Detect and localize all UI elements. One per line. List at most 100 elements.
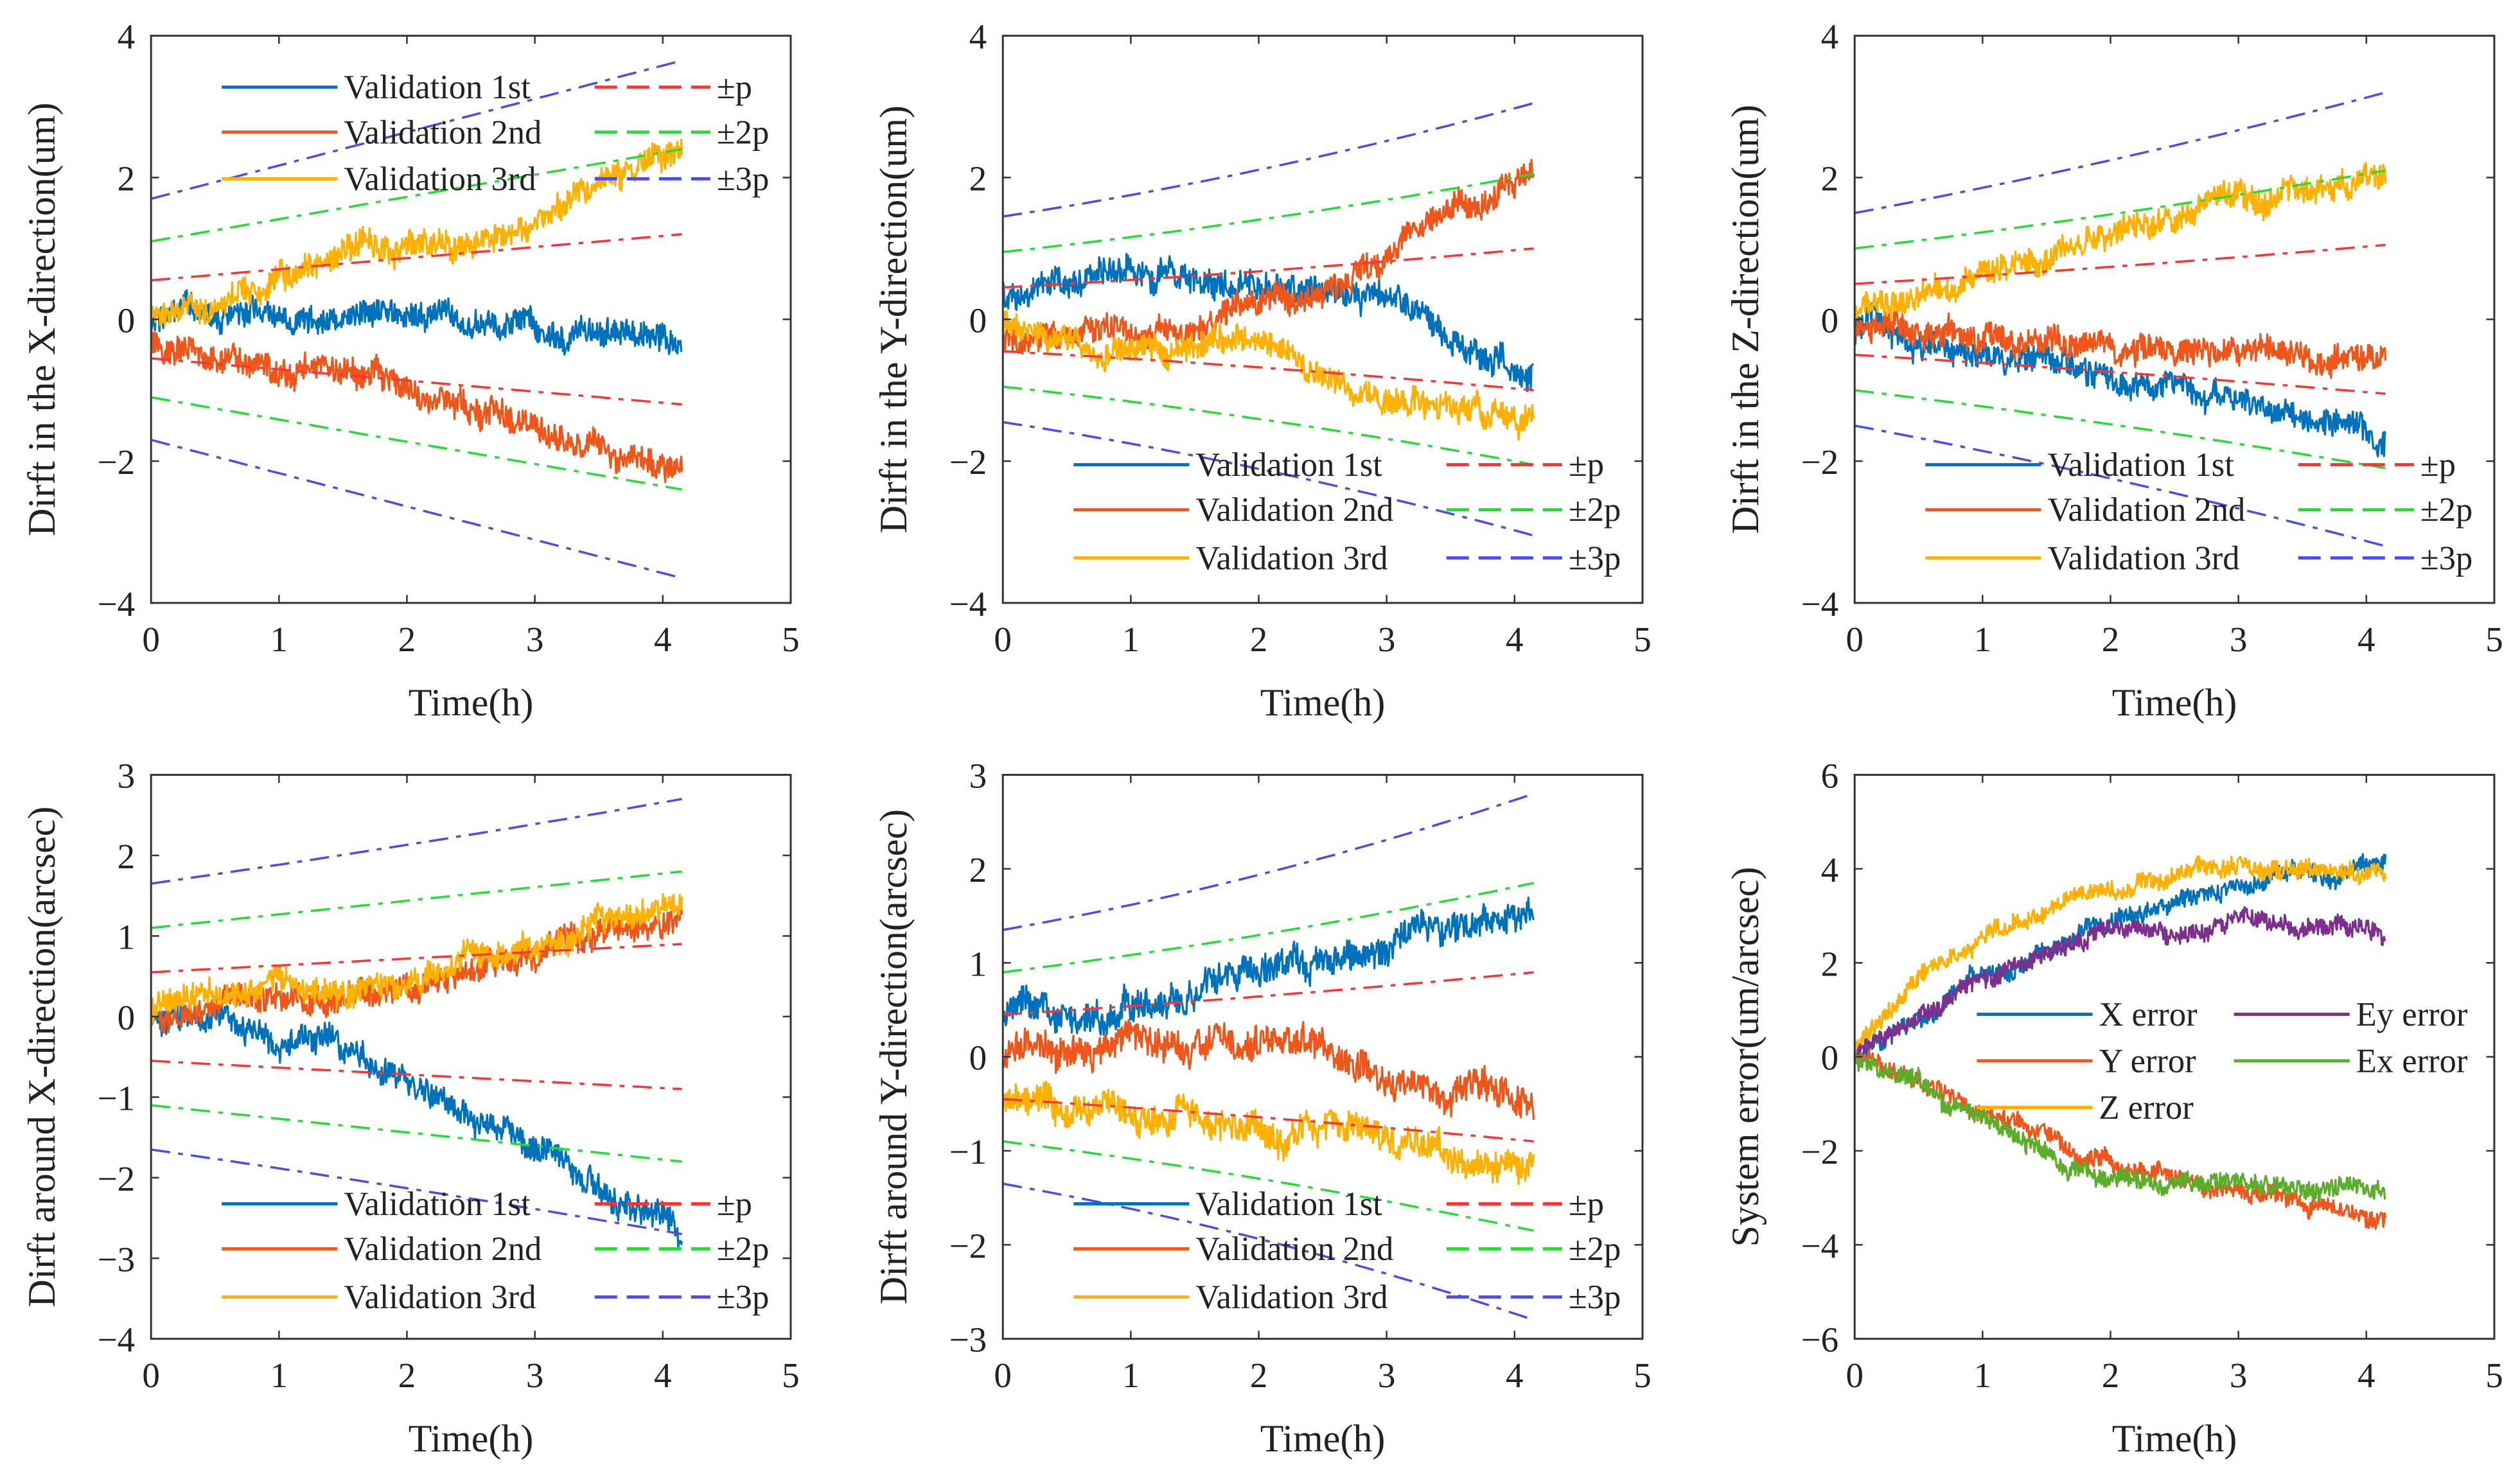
y-axis-label: Dirft in the X-direction(um) bbox=[20, 103, 63, 536]
bound-line-lower-1 bbox=[151, 1060, 682, 1090]
bound-line-upper-1 bbox=[151, 943, 682, 974]
y-axis-label: Dirft around X-direction(arcsec) bbox=[20, 807, 63, 1308]
legend-bound-label: ±2p bbox=[2420, 491, 2472, 529]
y-tick-label: 2 bbox=[969, 850, 987, 889]
series-line-3 bbox=[1855, 161, 2387, 320]
legend-series-label: Validation 1st bbox=[1195, 446, 1382, 484]
bound-line-upper-2 bbox=[1003, 882, 1534, 974]
legend-series-label: Validation 3rd bbox=[1195, 1279, 1388, 1316]
bound-line-upper-1 bbox=[1003, 247, 1534, 289]
bound-line-upper-3 bbox=[1003, 101, 1535, 218]
x-axis-label: Time(h) bbox=[1260, 1417, 1386, 1460]
y-tick-label: −2 bbox=[949, 442, 987, 482]
subplot-2: 0 1 2 3 4 5 −4 −2 0 2 4 Time(h) Dirft in the Y-direc… bbox=[872, 17, 1652, 724]
x-tick-label: 4 bbox=[654, 1356, 672, 1395]
y-tick-label: 2 bbox=[118, 837, 136, 876]
bound-line-lower-1 bbox=[1855, 353, 2386, 395]
legend-series-label: X error bbox=[2099, 996, 2198, 1033]
x-axis-label: Time(h) bbox=[409, 681, 534, 724]
y-tick-label: 0 bbox=[969, 301, 987, 340]
legend-bound-label: ±p bbox=[1569, 1186, 1604, 1223]
y-tick-label: −2 bbox=[1801, 1132, 1839, 1171]
bound-line-lower-1 bbox=[1003, 1098, 1534, 1142]
legend: Validation 1st Validation 2nd Validation 3… bbox=[1925, 446, 2472, 577]
bound-line-upper-1 bbox=[1003, 971, 1534, 1016]
y-tick-label: −4 bbox=[1801, 1226, 1839, 1265]
legend-bound-label: ±2p bbox=[717, 114, 769, 151]
x-tick-label: 4 bbox=[1506, 1356, 1524, 1395]
x-tick-label: 0 bbox=[142, 620, 160, 659]
legend: Validation 1st Validation 2nd Validation 3… bbox=[1073, 1186, 1621, 1316]
x-tick-label: 3 bbox=[2230, 620, 2248, 659]
series-line-4 bbox=[1855, 906, 2386, 1064]
y-tick-label: 2 bbox=[1821, 159, 1839, 198]
subplot-1: 0 1 2 3 4 5 −4 −2 0 2 4 Time(h) Dirft in the X-direc… bbox=[20, 17, 800, 724]
y-tick-label: 2 bbox=[969, 159, 987, 198]
legend-series-label: Z error bbox=[2099, 1089, 2194, 1126]
legend-series-label: Validation 1st bbox=[344, 1186, 531, 1223]
x-tick-label: 5 bbox=[2485, 620, 2503, 659]
bound-line-lower-2 bbox=[151, 1104, 682, 1163]
bound-line-lower-1 bbox=[151, 357, 682, 406]
legend-bound-label: ±p bbox=[1569, 446, 1604, 484]
y-tick-label: 0 bbox=[969, 1038, 987, 1078]
y-tick-label: 1 bbox=[969, 944, 987, 983]
bound-line-lower-2 bbox=[1855, 389, 2386, 469]
y-tick-label: −3 bbox=[949, 1320, 987, 1360]
legend-bound-label: ±3p bbox=[717, 1279, 769, 1316]
series-line-2 bbox=[1003, 159, 1535, 355]
x-tick-label: 2 bbox=[398, 620, 416, 659]
y-tick-label: −1 bbox=[949, 1132, 987, 1171]
bound-line-lower-3 bbox=[151, 1148, 682, 1236]
x-tick-label: 2 bbox=[2102, 620, 2120, 659]
x-tick-label: 5 bbox=[782, 1356, 800, 1395]
bound-line-lower-3 bbox=[1003, 421, 1535, 537]
legend-bound-label: ±3p bbox=[1569, 539, 1621, 577]
x-tick-label: 2 bbox=[1250, 1356, 1268, 1395]
series-line-5 bbox=[1855, 1051, 2386, 1202]
x-axis-label: Time(h) bbox=[2112, 681, 2237, 724]
x-tick-label: 0 bbox=[142, 1356, 160, 1395]
y-tick-label: −4 bbox=[98, 584, 136, 624]
bound-line-upper-2 bbox=[1003, 173, 1534, 254]
bound-line-upper-1 bbox=[151, 232, 682, 282]
y-tick-label: 4 bbox=[1821, 850, 1839, 889]
subplot-6: 0 1 2 3 4 5 −6 −4 −2 0 2 4 6 Time(h) System error(um/a… bbox=[1723, 757, 2503, 1460]
x-tick-label: 5 bbox=[782, 620, 800, 659]
series-line-1 bbox=[151, 999, 683, 1248]
y-tick-label: 4 bbox=[969, 17, 987, 57]
axes-box bbox=[150, 774, 792, 1340]
bound-line-lower-3 bbox=[1003, 1182, 1535, 1322]
x-tick-label: 1 bbox=[1122, 620, 1140, 659]
x-tick-label: 4 bbox=[654, 620, 672, 659]
bound-line-lower-1 bbox=[1003, 350, 1534, 392]
bound-line-lower-2 bbox=[151, 396, 682, 491]
x-tick-label: 0 bbox=[1846, 620, 1864, 659]
series-line-3 bbox=[1003, 310, 1535, 441]
legend-series-label: Validation 2nd bbox=[1195, 1230, 1393, 1268]
x-tick-label: 0 bbox=[994, 1356, 1012, 1395]
x-tick-label: 4 bbox=[2357, 1356, 2375, 1395]
legend-series-label: Ey error bbox=[2356, 996, 2468, 1033]
legend-series-label: Validation 2nd bbox=[2047, 491, 2245, 529]
x-tick-label: 2 bbox=[1250, 620, 1268, 659]
series-line-2 bbox=[1003, 1019, 1535, 1120]
legend-bound-label: ±2p bbox=[717, 1230, 769, 1268]
legend-bound-label: ±3p bbox=[2420, 539, 2472, 577]
y-axis-label: Dirft around Y-direction(arcsec) bbox=[872, 809, 915, 1304]
legend: Validation 1st Validation 2nd Validation 3… bbox=[1073, 446, 1621, 577]
legend-series-label: Validation 3rd bbox=[1195, 539, 1388, 577]
legend-series-label: Validation 2nd bbox=[344, 1230, 542, 1268]
x-tick-label: 4 bbox=[1506, 620, 1524, 659]
y-axis-label: Dirft in the Y-direction(um) bbox=[872, 105, 915, 533]
y-tick-label: 0 bbox=[1821, 1038, 1839, 1078]
legend-bound-label: ±3p bbox=[1569, 1279, 1621, 1316]
y-tick-label: −2 bbox=[98, 442, 136, 482]
y-tick-label: −3 bbox=[98, 1239, 136, 1279]
series-line-3 bbox=[151, 893, 683, 1024]
bound-line-lower-3 bbox=[1855, 424, 2386, 548]
legend: Validation 1st Validation 2nd Validation 3… bbox=[222, 1186, 769, 1316]
legend-series-label: Ex error bbox=[2356, 1042, 2468, 1080]
plot-area bbox=[151, 798, 683, 1248]
y-tick-label: 0 bbox=[118, 301, 136, 340]
